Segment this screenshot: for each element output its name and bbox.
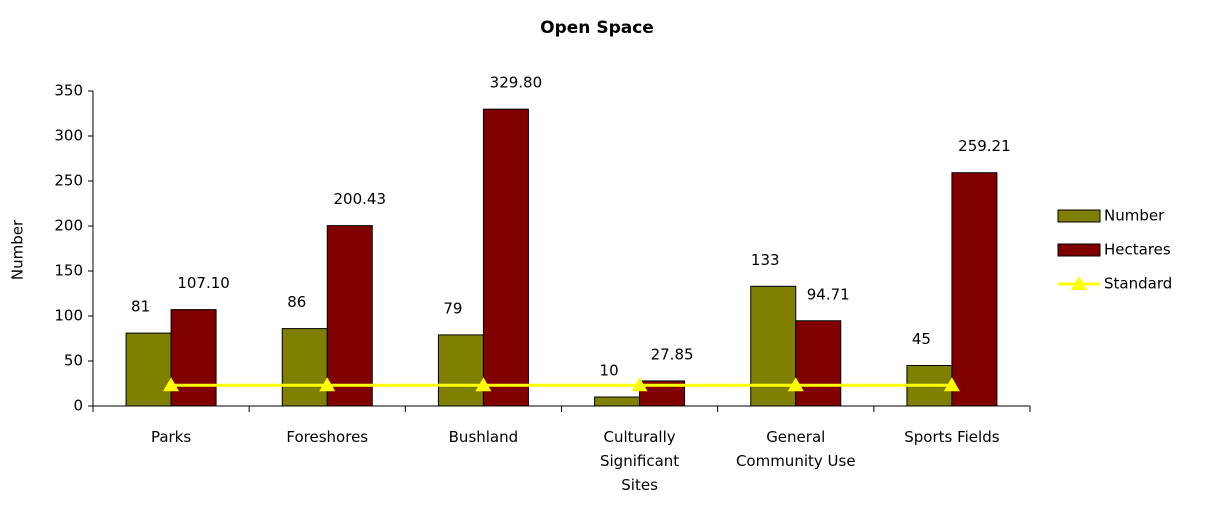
data-label: 200.43 [334,190,387,208]
bar [795,320,842,407]
y-axis-label: Number [9,219,27,280]
line-marker [475,377,492,392]
x-tick-label: Foreshores [286,428,369,446]
line-marker [943,377,960,392]
y-tick-label: 150 [54,262,83,280]
bar [170,309,217,407]
line-marker [319,377,336,392]
x-tick-label: Bushland [448,428,519,446]
bar [437,334,484,407]
data-label: 107.10 [177,274,230,292]
legend-swatch [1057,243,1101,257]
line-marker [787,377,804,392]
legend-label: Number [1104,207,1165,225]
legend-label: Hectares [1104,241,1171,259]
data-label: 133 [751,251,780,269]
data-label: 81 [131,298,150,316]
bar [594,396,641,407]
data-label: 329.80 [490,74,543,92]
y-tick-label: 350 [54,82,83,100]
data-label: 27.85 [651,345,694,363]
data-label: 45 [912,330,931,348]
y-tick-label: 100 [54,307,83,325]
bar [326,225,373,407]
legend-marker [1071,276,1087,290]
bar [125,332,172,407]
bar [951,172,998,407]
y-tick-label: 300 [54,127,83,145]
data-label: 259.21 [958,137,1011,155]
line-marker [163,377,180,392]
x-tick-label: Culturally Significant Sites [599,428,680,494]
legend-swatch [1057,209,1101,223]
legend-label: Standard [1104,275,1172,293]
data-label: 79 [443,299,462,317]
y-tick-label: 200 [54,217,83,235]
bar [281,328,328,407]
bar [482,108,529,407]
data-label: 10 [600,362,619,380]
x-tick-label: Parks [150,428,192,446]
line-marker [631,377,648,392]
y-tick-label: 50 [64,352,83,370]
y-tick-label: 250 [54,172,83,190]
y-tick-label: 0 [73,397,83,415]
chart-title: Open Space [540,18,654,38]
data-label: 94.71 [807,285,850,303]
x-tick-label: General Community Use [735,428,856,470]
data-label: 86 [287,293,306,311]
bar [750,285,797,407]
x-tick-label: Sports Fields [904,428,1000,446]
